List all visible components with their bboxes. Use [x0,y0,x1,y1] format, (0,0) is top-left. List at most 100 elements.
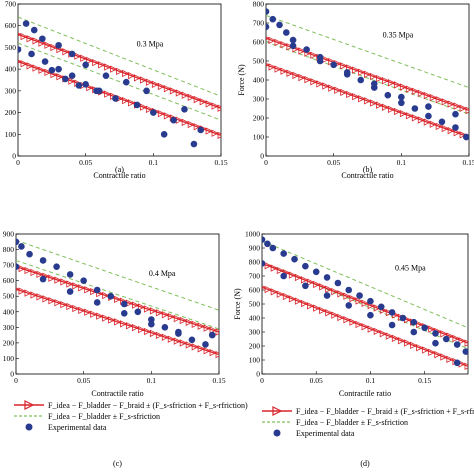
experimental-point [367,311,374,319]
experimental-point [462,133,469,141]
experimental-point [82,61,89,69]
x-axis-label: Contractile ratio [93,171,145,180]
ideal-line [16,259,219,330]
model-marker [197,345,205,353]
model-marker [446,355,454,363]
model-marker [181,91,190,99]
model-marker [54,276,62,284]
experimental-point [22,20,30,27]
panel-0: 0 0.05 0.1 0.15 0 100 200 300 400 500 600 700 Contra… [5,0,228,180]
model-marker [80,54,88,62]
model-marker [78,284,86,292]
experimental-point [39,35,46,43]
x-axis-label: Contractile ratio [341,171,393,180]
model-marker [36,270,44,279]
panel-1: 0 0.05 0.1 0.15 0 100 200 300 400 500 600 700 800 Con… [237,0,474,180]
model-marker [310,51,318,59]
model-marker [376,101,384,109]
model-marker [145,78,154,86]
model-marker [72,304,80,313]
model-marker [349,318,357,326]
x-axis-label: Contractile ratio [91,389,143,398]
model-marker [42,295,50,303]
model-marker [313,280,321,289]
model-marker [465,106,469,115]
model-marker [151,80,160,88]
y-tick-label: 800 [249,258,261,267]
model-marker [36,293,44,301]
y-tick-label: 100 [5,130,17,139]
model-marker [78,306,86,315]
x-tick-label: 0 [260,376,264,385]
model-marker [358,95,366,103]
panel-label: (c) [113,459,122,468]
ideal-line [266,41,469,115]
y-tick-label: 900 [249,244,261,253]
model-marker [370,99,378,107]
experimental-point [75,82,83,89]
model-marker [328,84,336,92]
model-marker [435,96,444,104]
model-marker [453,102,461,110]
model-marker [316,80,324,88]
model-marker [294,297,303,305]
model-marker [364,97,372,105]
pressure-label: 0.45 Mpa [395,263,426,272]
y-tick-label: 700 [253,19,265,28]
model-marker [104,63,112,71]
model-marker [66,280,74,288]
model-marker [90,310,98,318]
model-marker [44,68,52,77]
model-marker [355,297,363,305]
y-tick-label: 200 [249,342,261,351]
experimental-point [280,272,287,280]
model-marker [149,307,158,315]
model-marker [280,67,288,75]
experimental-point [18,243,25,250]
plot-frame [15,233,220,375]
x-tick-label: 0.1 [366,376,376,385]
y-tick-label: 400 [253,76,265,85]
model-marker [203,324,211,332]
x-tick-label: 0.05 [77,376,90,385]
model-marker [346,64,354,72]
model-marker [352,93,360,101]
model-marker [428,348,436,356]
model-marker [464,339,468,347]
model-marker [276,266,285,275]
model-marker [270,288,279,296]
model-marker [149,329,158,338]
model-marker [108,316,116,324]
x-tick-label: 0.15 [214,158,227,167]
model-marker [167,335,176,343]
model-marker [187,93,196,102]
experimental-point [330,61,337,69]
pressure-label: 0.35 Mpa [383,30,414,39]
model-marker [441,98,450,106]
y-axis-label: Force (N) [237,64,246,96]
experimental-point [208,331,216,339]
ideal-line [262,240,468,329]
experimental-point [188,336,196,344]
model-marker [325,309,333,317]
model-marker [376,74,384,83]
panel-3: 0 0.05 0.1 0.15 0 100 200 300 400 500 600 700 800 900… [233,230,469,468]
model-marker [98,61,106,69]
model-marker [331,287,339,296]
experimental-point [41,58,49,65]
experimental-point [122,78,130,86]
experimental-point [95,87,103,95]
model-marker [304,76,312,84]
model-marker [298,47,306,55]
model-marker [307,278,315,286]
experimental-point [133,101,141,109]
y-tick-label: 400 [249,314,261,323]
model-marker [134,74,142,82]
experimental-point [452,124,459,131]
y-tick-label: 400 [3,307,15,316]
model-marker [452,334,460,343]
model-marker [60,278,68,286]
model-marker [334,86,342,94]
model-marker [349,294,357,303]
experimental-point [276,21,283,29]
